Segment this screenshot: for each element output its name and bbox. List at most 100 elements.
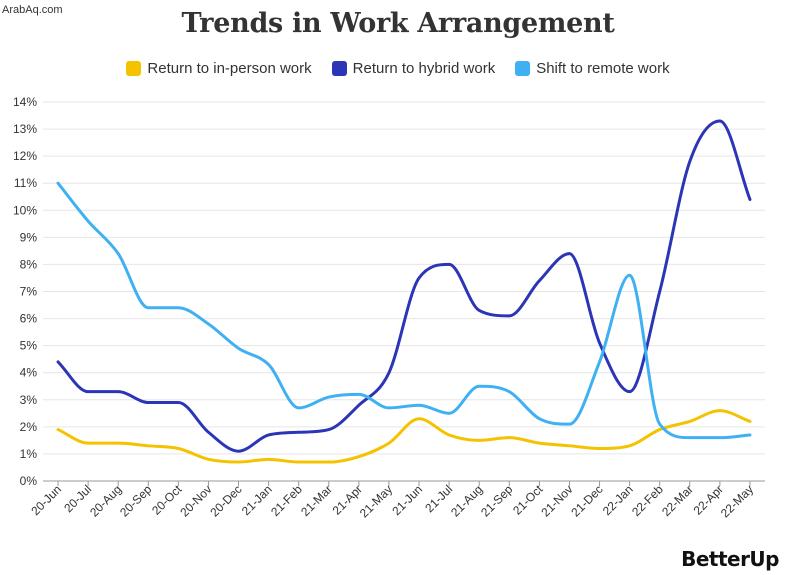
data-point-remote <box>598 360 601 364</box>
data-point-remote <box>117 252 120 255</box>
series-line-in-person <box>56 409 752 464</box>
data-point-in-person <box>598 447 601 450</box>
data-point-in-person <box>147 444 150 448</box>
y-tick-label: 10% <box>13 203 37 217</box>
legend: Return to in-person work Return to hybri… <box>0 60 796 77</box>
data-point-in-person <box>478 439 481 442</box>
data-point-in-person <box>658 428 661 431</box>
data-point-hybrid <box>267 433 270 437</box>
data-point-in-person <box>86 441 90 445</box>
data-point-remote <box>297 406 300 410</box>
data-point-in-person <box>718 409 722 412</box>
data-point-hybrid <box>658 290 661 293</box>
data-point-in-person <box>387 441 391 445</box>
data-point-remote <box>147 306 150 309</box>
legend-label-in-person: Return to in-person work <box>147 60 312 77</box>
data-point-remote <box>508 390 511 393</box>
x-tick-label: 21-Mar <box>298 482 335 519</box>
data-point-remote <box>628 274 631 277</box>
x-tick-label: 21-May <box>357 482 395 520</box>
x-tick-label: 21-Jan <box>239 482 275 518</box>
data-point-hybrid <box>357 404 361 407</box>
data-point-remote <box>207 322 210 326</box>
data-point-in-person <box>327 460 330 464</box>
data-point-hybrid <box>207 431 210 434</box>
x-tick-label: 21-Feb <box>268 482 305 519</box>
legend-label-remote: Shift to remote work <box>536 60 670 77</box>
data-point-hybrid <box>417 276 421 280</box>
data-point-hybrid <box>387 371 391 374</box>
y-tick-label: 1% <box>20 447 38 461</box>
betterup-logo: BetterUp <box>681 547 779 571</box>
data-point-hybrid <box>117 390 120 393</box>
data-point-hybrid <box>538 279 541 282</box>
legend-item-remote: Shift to remote work <box>515 60 670 77</box>
data-point-in-person <box>748 420 752 423</box>
data-point-remote <box>267 363 270 366</box>
data-point-hybrid <box>147 401 150 404</box>
data-point-in-person <box>628 444 631 448</box>
data-point-remote <box>56 182 60 185</box>
legend-item-in-person: Return to in-person work <box>126 60 312 77</box>
data-point-in-person <box>207 458 210 461</box>
data-point-remote <box>177 306 180 309</box>
data-point-hybrid <box>478 309 481 312</box>
data-point-remote <box>327 395 330 399</box>
data-point-hybrid <box>718 119 722 123</box>
y-tick-label: 13% <box>13 122 37 136</box>
data-point-in-person <box>568 444 571 448</box>
data-point-hybrid <box>598 341 601 345</box>
chart-title: Trends in Work Arrangement <box>181 8 615 39</box>
data-point-in-person <box>508 436 511 439</box>
data-point-in-person <box>417 417 421 420</box>
data-point-remote <box>478 385 481 388</box>
y-tick-label: 6% <box>20 312 38 326</box>
watermark: ArabAq.com <box>2 4 63 16</box>
x-tick-label: 20-Sep <box>117 482 154 519</box>
data-point-in-person <box>688 420 691 423</box>
data-point-remote <box>568 422 571 426</box>
legend-item-hybrid: Return to hybrid work <box>331 60 496 77</box>
x-tick-label: 22-Mar <box>659 482 696 519</box>
data-point-hybrid <box>508 314 511 318</box>
y-tick-label: 12% <box>13 149 37 163</box>
y-tick-label: 0% <box>20 474 38 488</box>
data-point-hybrid <box>568 252 571 255</box>
x-tick-label: 22-Feb <box>629 482 666 519</box>
data-point-hybrid <box>628 390 631 393</box>
y-tick-label: 8% <box>20 257 38 271</box>
data-point-hybrid <box>86 390 90 393</box>
data-point-hybrid <box>748 198 752 201</box>
x-tick-label: 20-Dec <box>207 482 244 519</box>
legend-swatch-in-person <box>126 61 142 76</box>
data-point-remote <box>447 412 451 415</box>
x-tick-label: 21-Sep <box>478 482 515 519</box>
series-line-hybrid <box>56 119 752 453</box>
y-tick-label: 7% <box>20 285 38 299</box>
data-point-in-person <box>117 441 120 445</box>
data-point-hybrid <box>327 428 330 431</box>
data-point-in-person <box>267 458 270 461</box>
x-tick-label: 21-Nov <box>538 482 575 519</box>
x-tick-label: 21-Jun <box>389 482 425 518</box>
y-tick-label: 14% <box>13 95 37 109</box>
data-point-remote <box>237 347 240 350</box>
data-point-in-person <box>538 441 541 445</box>
legend-label-hybrid: Return to hybrid work <box>352 60 496 77</box>
data-point-remote <box>748 433 752 437</box>
data-point-hybrid <box>177 401 180 404</box>
data-point-hybrid <box>237 450 240 453</box>
y-tick-label: 11% <box>14 176 37 190</box>
data-point-in-person <box>447 433 451 437</box>
x-tick-label: 22-May <box>718 482 756 520</box>
data-point-hybrid <box>297 431 300 434</box>
x-tick-label: 22-Jan <box>600 482 636 518</box>
x-tick-label: 21-Aug <box>448 482 485 519</box>
x-tick-label: 21-Dec <box>568 482 605 519</box>
x-tick-label: 20-Nov <box>177 482 214 519</box>
y-tick-label: 3% <box>20 393 38 407</box>
data-point-remote <box>357 393 361 396</box>
data-point-in-person <box>357 455 361 458</box>
data-point-in-person <box>56 428 60 431</box>
